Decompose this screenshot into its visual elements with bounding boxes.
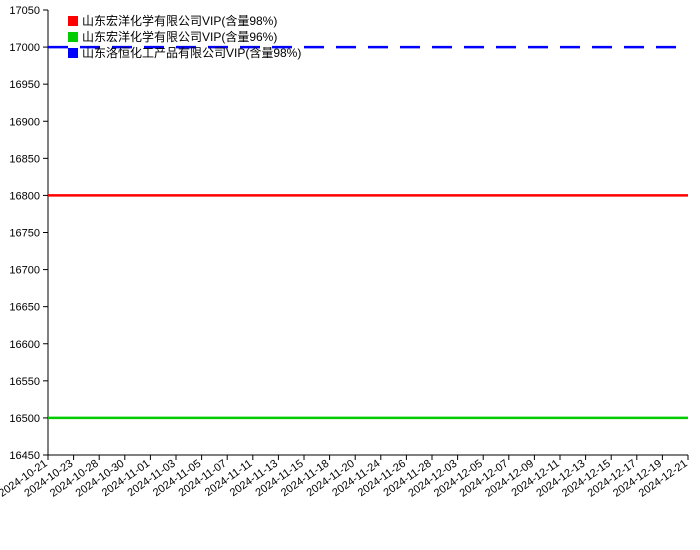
legend-item: 山东宏洋化学有限公司VIP(含量96%)	[68, 29, 301, 45]
y-tick-label: 17050	[9, 5, 40, 17]
y-tick-label: 16900	[9, 116, 40, 128]
y-tick-label: 17000	[9, 42, 40, 54]
y-tick-label: 16750	[9, 228, 40, 240]
y-tick-label: 16700	[9, 265, 40, 277]
y-tick-label: 16850	[9, 153, 40, 165]
y-tick-label: 16550	[9, 376, 40, 388]
legend-item: 山东洛恒化工产品有限公司VIP(含量98%)	[68, 45, 301, 61]
legend-swatch	[68, 48, 78, 58]
legend: 山东宏洋化学有限公司VIP(含量98%)山东宏洋化学有限公司VIP(含量96%)…	[68, 13, 301, 61]
y-tick-label: 16600	[9, 339, 40, 351]
legend-swatch	[68, 16, 78, 26]
y-tick-label: 16950	[9, 79, 40, 91]
legend-swatch	[68, 32, 78, 42]
legend-label: 山东洛恒化工产品有限公司VIP(含量98%)	[82, 45, 301, 61]
y-tick-label: 16450	[9, 450, 40, 462]
legend-item: 山东宏洋化学有限公司VIP(含量98%)	[68, 13, 301, 29]
legend-label: 山东宏洋化学有限公司VIP(含量98%)	[82, 13, 277, 29]
y-tick-label: 16500	[9, 413, 40, 425]
price-line-chart: 16450 16500 16550 16600 16650 16700 16750 16800…	[0, 0, 700, 550]
y-tick-label: 16800	[9, 190, 40, 202]
chart-svg: 16450 16500 16550 16600 16650 16700 16750 16800…	[0, 0, 700, 550]
y-tick-label: 16650	[9, 302, 40, 314]
legend-label: 山东宏洋化学有限公司VIP(含量96%)	[82, 29, 277, 45]
